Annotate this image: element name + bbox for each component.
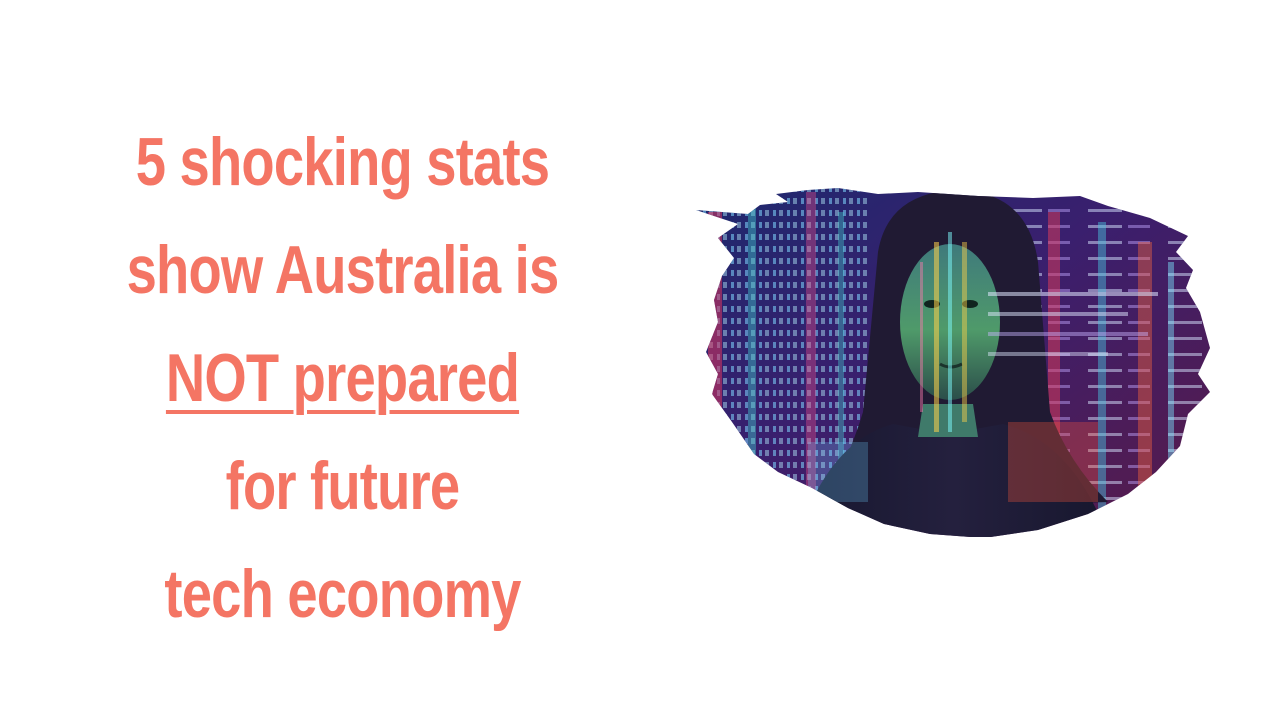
headline-emphasis: NOT prepared xyxy=(165,340,520,416)
headline: 5 shocking stats show Australia is NOT p… xyxy=(40,108,645,648)
headline-line-1: 5 shocking stats xyxy=(135,124,550,200)
headline-line-2: show Australia is xyxy=(126,232,560,308)
headline-line-3: NOT prepared xyxy=(101,324,585,432)
brush-stroke-photo xyxy=(696,188,1210,537)
headline-line-5: tech economy xyxy=(164,556,521,632)
headline-line-4: for future xyxy=(225,448,461,524)
